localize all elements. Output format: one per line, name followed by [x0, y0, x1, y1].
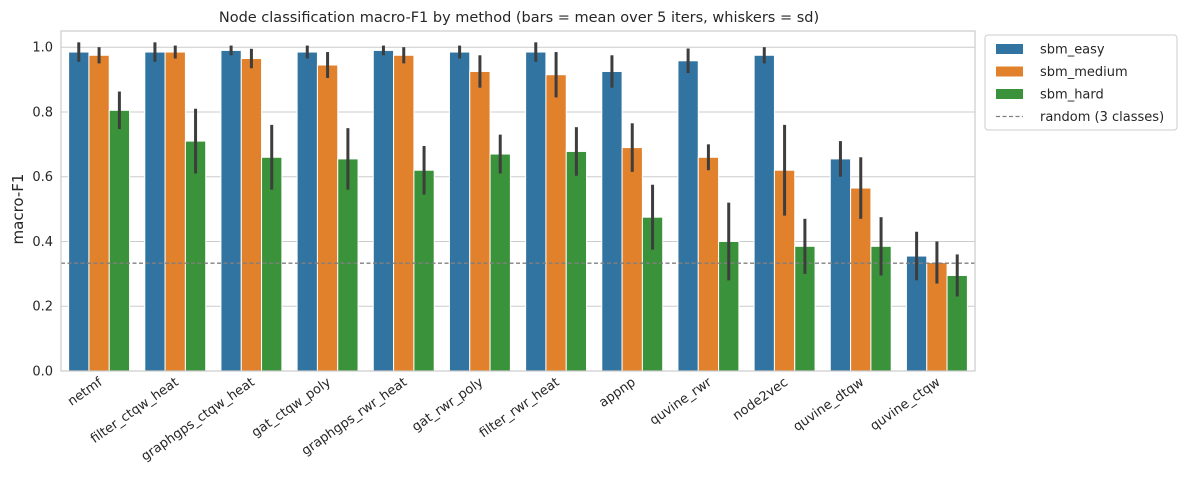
y-tick-label: 0.6	[32, 170, 53, 185]
y-tick-label: 0.2	[32, 300, 53, 315]
y-tick-label: 0.8	[32, 105, 53, 120]
x-tick-label: quvine_dtqw	[791, 375, 868, 435]
bar-sbm_medium	[469, 70, 491, 372]
bar-sbm_easy	[448, 51, 471, 372]
x-tick-label: node2vec	[730, 375, 791, 424]
y-axis-label: macro-F1	[9, 174, 27, 245]
legend-swatch-sbm_hard	[996, 89, 1023, 99]
x-tick-label: quvine_ctqw	[868, 375, 944, 434]
x-tick-label: gat_rwr_poly	[409, 375, 486, 435]
chart-title: Node classification macro-F1 by method (…	[219, 10, 819, 26]
error-bars	[77, 42, 959, 297]
bar-sbm_hard	[413, 169, 435, 372]
bar-sbm_medium	[316, 64, 339, 372]
legend-label: random (3 classes)	[1040, 110, 1164, 125]
bar-sbm_hard	[108, 109, 131, 372]
bar-sbm_easy	[677, 60, 699, 372]
y-axis-ticks: 0.0 0.2 0.4 0.6 0.8 1.0	[32, 41, 53, 380]
bars	[68, 49, 968, 372]
y-tick-label: 1.0	[32, 41, 53, 56]
bar-sbm_medium	[545, 74, 567, 372]
plot-frame	[60, 30, 976, 372]
legend-label: sbm_hard	[1040, 88, 1104, 103]
x-tick-label: netmf	[65, 375, 106, 410]
bar-sbm_easy	[144, 51, 166, 372]
bar-sbm_medium	[164, 51, 186, 372]
bar-sbm_medium	[88, 54, 110, 372]
legend-label: sbm_easy	[1040, 43, 1105, 58]
bar-sbm_medium	[621, 147, 643, 372]
legend-swatch-sbm_medium	[996, 66, 1023, 77]
y-tick-label: 0.0	[32, 365, 53, 380]
bar-sbm_medium	[393, 54, 415, 372]
legend-label: sbm_medium	[1040, 65, 1128, 80]
x-tick-label: quvine_rwr	[647, 375, 715, 429]
x-axis-ticks: netmffilter_ctqw_heatgraphgps_ctqw_heatg…	[65, 375, 943, 465]
y-tick-label: 0.4	[32, 235, 53, 250]
x-tick-label: filter_rwr_heat	[477, 375, 563, 441]
legend-swatch-sbm_easy	[996, 44, 1023, 54]
bar-sbm_easy	[601, 70, 623, 372]
bar-sbm_easy	[753, 54, 775, 372]
bar-sbm_hard	[337, 158, 359, 372]
bar-sbm_medium	[697, 156, 720, 372]
bar-sbm_easy	[220, 49, 242, 372]
bar-sbm_easy	[296, 51, 318, 372]
bar-sbm_easy	[68, 51, 90, 372]
bar-sbm_easy	[372, 49, 395, 372]
bar-sbm_easy	[829, 158, 852, 372]
x-tick-label: appnp	[596, 375, 638, 411]
bar-sbm_hard	[565, 150, 588, 372]
bar-sbm_medium	[240, 58, 263, 372]
bar-sbm_easy	[525, 51, 547, 372]
bar-sbm_hard	[184, 140, 207, 372]
legend-box	[984, 34, 1178, 131]
